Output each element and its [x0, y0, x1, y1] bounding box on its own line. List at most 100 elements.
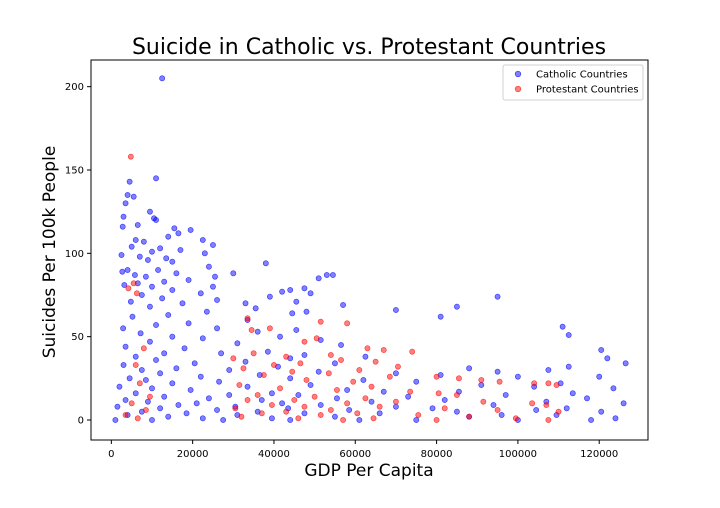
data-point	[279, 288, 285, 295]
data-point	[173, 270, 180, 277]
data-point	[356, 417, 363, 423]
data-point	[127, 298, 134, 305]
data-point	[466, 413, 473, 420]
data-point	[604, 355, 611, 362]
data-point	[134, 290, 140, 297]
data-point	[165, 413, 172, 420]
data-point	[376, 403, 383, 410]
data-point	[393, 307, 399, 313]
data-point	[187, 227, 194, 233]
data-point	[277, 333, 283, 340]
data-point	[494, 293, 501, 300]
data-point	[161, 278, 168, 285]
data-point	[360, 377, 367, 383]
data-point	[480, 398, 487, 405]
data-point	[132, 272, 138, 278]
data-point	[317, 318, 324, 325]
data-point	[136, 380, 143, 387]
legend: Catholic Countries Protestant Countries	[502, 64, 644, 101]
data-point	[512, 415, 519, 422]
data-point	[130, 193, 137, 200]
data-point	[206, 395, 212, 402]
data-point	[199, 237, 206, 243]
data-point	[232, 405, 239, 412]
legend-label: Catholic Countries	[536, 70, 628, 81]
plot-layer	[91, 60, 648, 440]
data-point	[179, 300, 186, 307]
series-1	[122, 153, 562, 423]
data-point	[203, 308, 210, 315]
data-point	[269, 402, 275, 408]
data-point	[338, 357, 344, 363]
data-point	[494, 407, 501, 413]
x-tick-label: 20000	[177, 449, 209, 460]
data-point	[311, 393, 318, 400]
data-point	[201, 250, 208, 257]
data-point	[612, 415, 619, 422]
data-point	[244, 397, 251, 403]
data-point	[364, 345, 371, 352]
data-point	[545, 417, 552, 423]
data-point	[478, 377, 485, 383]
data-point	[161, 393, 168, 400]
legend-label: Protestant Countries	[536, 85, 639, 96]
data-point	[124, 192, 131, 198]
data-point	[127, 153, 134, 160]
data-point	[330, 272, 336, 278]
x-tick-label: 100000	[499, 449, 537, 460]
data-point	[112, 417, 119, 423]
data-point	[199, 335, 206, 342]
data-point	[395, 363, 401, 370]
data-point	[362, 353, 369, 360]
data-point	[134, 222, 141, 228]
data-point	[478, 382, 485, 388]
data-point	[137, 330, 144, 337]
data-point	[338, 342, 344, 348]
data-point	[370, 415, 377, 422]
data-point	[155, 267, 161, 273]
data-point	[161, 350, 168, 357]
data-point	[165, 233, 172, 240]
data-point	[124, 267, 131, 273]
y-axis-label: Suicides Per 100k People	[40, 146, 60, 359]
data-point	[563, 405, 570, 412]
data-point	[159, 75, 166, 82]
data-point	[132, 353, 139, 360]
data-point	[354, 410, 361, 417]
data-point	[250, 350, 257, 357]
data-point	[303, 377, 310, 383]
data-point	[433, 417, 440, 423]
data-point	[297, 360, 304, 367]
data-point	[405, 393, 412, 400]
data-point	[122, 397, 129, 403]
data-point	[301, 352, 308, 358]
data-point	[269, 415, 275, 422]
data-point	[622, 360, 629, 367]
data-point	[301, 403, 308, 410]
data-point	[293, 327, 300, 333]
data-point	[441, 397, 448, 403]
data-point	[287, 417, 294, 423]
data-point	[502, 392, 509, 398]
data-point	[407, 388, 414, 395]
data-point	[244, 315, 251, 322]
plot-frame	[90, 59, 649, 441]
data-point	[149, 385, 155, 392]
data-point	[332, 413, 338, 420]
data-point	[409, 348, 416, 355]
data-point	[533, 407, 540, 413]
data-point	[169, 380, 176, 387]
data-point	[293, 298, 300, 305]
data-point	[153, 175, 159, 182]
data-point	[413, 378, 420, 385]
data-point	[147, 393, 153, 400]
data-point	[149, 417, 155, 423]
data-point	[145, 257, 151, 263]
data-point	[210, 242, 216, 248]
data-point	[248, 327, 255, 333]
x-tick-label: 40000	[258, 449, 290, 460]
data-point	[569, 390, 576, 397]
data-point	[171, 225, 178, 232]
data-point	[185, 320, 192, 327]
